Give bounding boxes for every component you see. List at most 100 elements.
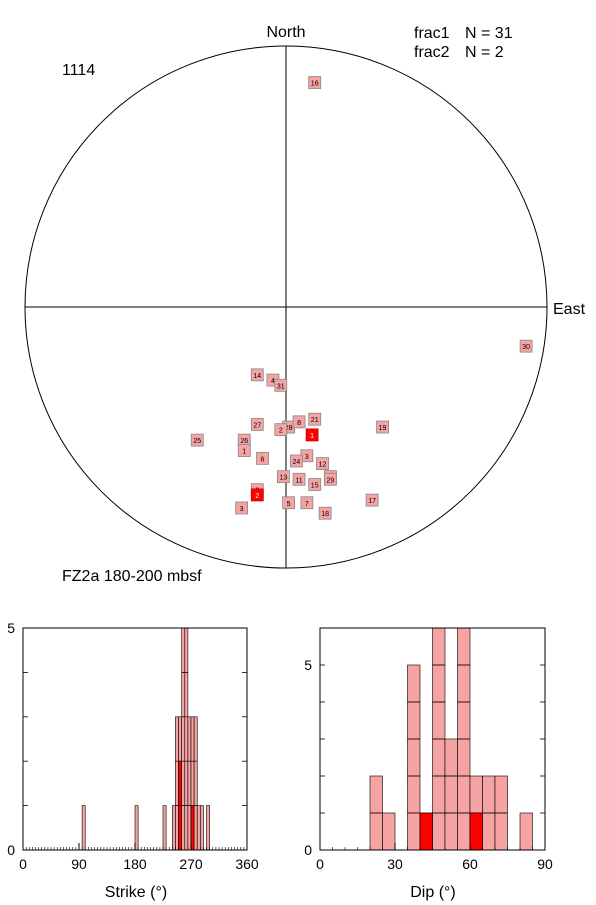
histogram-bar-frac1: [184, 628, 188, 850]
y-tick-label: 5: [7, 620, 15, 636]
pole-marker-frac1: 16: [308, 76, 322, 89]
pole-box: [308, 412, 322, 426]
x-tick-label: 30: [387, 856, 403, 872]
pole-label: 3: [240, 506, 244, 513]
pole-marker-frac1: 27: [250, 418, 264, 431]
histogram-cell: [407, 664, 421, 703]
pole-label: 11: [295, 477, 302, 484]
histogram-bar-frac1: [187, 716, 191, 850]
strike-bars: [81, 627, 210, 851]
pole-label: 14: [253, 373, 261, 380]
pole-box: [323, 472, 337, 486]
pole-marker-frac2: 1: [305, 428, 319, 442]
dip-histogram: 0 30 60 90 0 5 Dip (°): [304, 627, 553, 901]
pole-marker-frac1: 13: [276, 470, 290, 484]
dip-axes: 0 30 60 90 0 5: [304, 627, 553, 872]
pole-box: [365, 493, 379, 507]
pole-marker-frac1: 29: [323, 472, 337, 486]
pole-marker-frac1: 17: [365, 493, 379, 507]
pole-label: 25: [193, 438, 201, 445]
histogram-cell: [178, 760, 182, 806]
histogram-bar-frac1: [407, 665, 420, 850]
histogram-cell: [369, 775, 383, 814]
strike-histogram: 0 90 180 270 360 0 5 Strike (°): [7, 620, 259, 901]
histogram-bar-frac1: [382, 813, 395, 850]
pole-label: 7: [305, 501, 309, 508]
pole-box: [274, 378, 288, 392]
legend-frac2-name: frac2: [414, 44, 450, 61]
pole-label: 15: [311, 482, 319, 489]
legend-frac2-count: N = 2: [465, 44, 504, 61]
pole-box: [256, 451, 269, 465]
histogram-cell: [494, 775, 508, 814]
histogram-bar-frac1: [172, 805, 176, 850]
pole-marker-frac1: 11: [292, 472, 306, 486]
stereonet-plot: North East 1114 FZ2a 180-200 mbsf frac1 …: [24, 24, 586, 585]
pole-label: 2: [255, 493, 259, 500]
pole-marker-frac1: 6: [256, 451, 269, 465]
pole-marker-frac1: 21: [308, 412, 322, 426]
pole-box: [519, 339, 533, 353]
pole-label: 27: [253, 422, 261, 429]
dip-bars: [369, 627, 533, 851]
histogram-bar-frac1: [135, 805, 139, 850]
pole-label: 26: [240, 438, 248, 445]
y-tick-label: 5: [304, 657, 312, 673]
east-label: East: [553, 301, 586, 318]
pole-label: 2: [279, 428, 283, 435]
pole-label: 28: [285, 425, 293, 432]
pole-marker-frac1: 8: [292, 415, 306, 429]
site-label: 1114: [62, 62, 95, 79]
north-label: North: [266, 24, 305, 41]
pole-label: 4: [271, 378, 275, 385]
pole-label: 6: [261, 456, 265, 463]
zone-label: FZ2a 180-200 mbsf: [62, 568, 202, 585]
pole-marker-frac1: 12: [316, 457, 329, 471]
pole-label: 5: [287, 501, 291, 508]
histogram-bar-frac1: [200, 805, 204, 850]
pole-marker-frac1: 14: [250, 368, 264, 382]
histogram-bar-frac2: [420, 813, 433, 850]
pole-box: [290, 454, 303, 468]
pole-box: [274, 423, 288, 437]
pole-box: [376, 420, 389, 434]
pole-label: 1: [242, 449, 246, 456]
x-tick-label: 0: [316, 856, 324, 872]
x-tick-label: 360: [235, 856, 259, 872]
pole-box: [308, 76, 322, 89]
pole-label: 31: [277, 383, 285, 390]
x-tick-label: 0: [19, 856, 27, 872]
pole-box: [190, 433, 204, 447]
pole-box: [235, 501, 249, 515]
histogram-bar-frac1: [163, 805, 167, 850]
histogram-bar-frac1: [520, 813, 533, 850]
pole-box: [292, 472, 306, 486]
x-tick-label: 90: [537, 856, 553, 872]
pole-marker-frac1: 18: [318, 506, 332, 520]
pole-box: [318, 506, 332, 520]
pole-marker-frac1: 24: [290, 454, 303, 468]
pole-label: 17: [368, 498, 376, 505]
histogram-bar-frac1: [206, 805, 210, 850]
pole-box: [250, 368, 264, 382]
x-tick-label: 90: [71, 856, 87, 872]
pole-label: 8: [297, 420, 301, 427]
pole-marker-frac1: 15: [308, 478, 322, 491]
pole-marker-frac1: 19: [376, 420, 389, 434]
pole-label: 24: [293, 459, 301, 466]
pole-marker-frac1: 30: [519, 339, 533, 353]
pole-label: 1: [310, 433, 314, 440]
x-tick-label: 180: [123, 856, 147, 872]
pole-marker-frac1: 5: [282, 496, 296, 510]
pole-box: [276, 470, 290, 484]
histogram-bar-frac2: [470, 813, 483, 850]
strike-xlabel: Strike (°): [105, 884, 167, 901]
pole-label: 3: [305, 454, 309, 461]
x-tick-label: 270: [179, 856, 203, 872]
pole-label: 18: [321, 511, 329, 518]
pole-marker-frac1: 2: [274, 423, 288, 437]
pole-label: 13: [279, 475, 287, 482]
pole-box: [250, 418, 264, 431]
pole-label: 30: [522, 344, 530, 351]
histogram-bar-frac1: [82, 805, 86, 850]
